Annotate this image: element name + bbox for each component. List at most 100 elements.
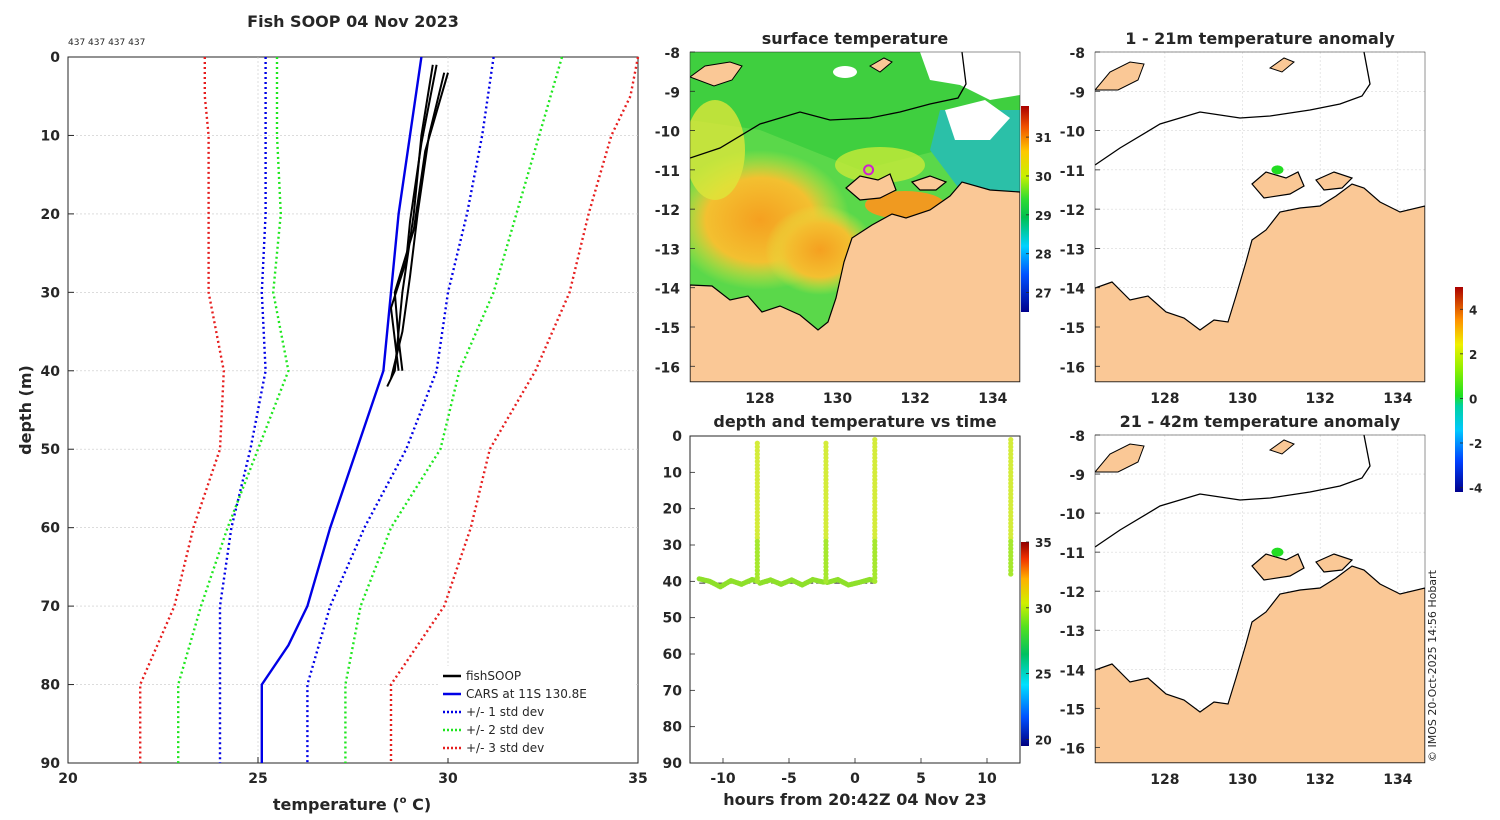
anomaly-colorbar-ticks: -4 -2 0 2 4 [1460,303,1482,496]
time-point [1008,484,1014,490]
time-point [823,575,829,581]
time-point [754,466,760,472]
map-y-tick-label: -12 [655,203,680,219]
anomaly-colorbar-tick-label: 4 [1469,303,1477,317]
time-point [823,473,829,479]
time-point [872,495,878,501]
time-point [1008,538,1014,544]
time-point [823,549,829,555]
profile-y-tick-label: 60 [41,521,61,537]
a2-land-melville [1251,553,1305,581]
profile-title: Fish SOOP 04 Nov 2023 [247,12,459,31]
time-point [823,462,829,468]
time-point [1008,549,1014,555]
sst-map-panel: 128 130 132 134 -8 -9 -10 -11 -12 -13 -14 -15 -16 su… [655,29,1052,407]
map-y-tick-label: -11 [1060,164,1085,180]
profile-y-tick-label: 40 [41,364,61,380]
time-point [872,516,878,523]
anomaly-colorbar-tick-label: 0 [1469,392,1477,406]
time-point [823,444,829,450]
time-panel: -10 -5 0 5 10 0 10 20 30 40 50 60 70 80 90 depth and t… [663,412,1052,809]
time-point [872,484,878,490]
time-point [754,546,760,552]
time-point [872,531,878,537]
time-colorbar-tick-label: 20 [1035,733,1052,747]
time-y-tick-label: 60 [663,647,683,663]
time-point [754,469,760,475]
sst-land [690,181,1020,382]
time-point [823,484,829,490]
map-y-tick-label: -13 [655,242,680,258]
profile-series-line [306,56,495,763]
time-point [1008,491,1014,497]
time-point [754,560,760,566]
time-point [872,571,878,577]
time-ticks: -10 -5 0 5 10 0 10 20 30 40 50 60 70 80 90 [663,429,997,787]
time-point [872,556,878,563]
time-point [872,553,878,559]
profile-x-label-main: temperature [273,795,387,814]
a1-land-coburg [1315,171,1354,191]
time-point [1008,567,1014,574]
time-point [872,462,878,468]
time-point [823,498,829,504]
a1-land-timor [1095,61,1145,91]
time-point [754,455,760,461]
time-point [1008,509,1014,515]
time-point [872,473,878,479]
time-point [1008,502,1014,508]
map-y-tick-label: -9 [1069,468,1085,484]
time-colorbar-ticks: 20 25 30 35 [1026,536,1052,747]
anomaly-colorbar-tick-label: -2 [1469,437,1482,451]
time-point [1008,455,1014,461]
time-point [872,535,878,541]
time-y-tick-label: 70 [663,683,683,699]
sst-cloud-north [920,52,1020,100]
time-point [754,444,760,450]
map-y-tick-label: -10 [655,125,681,141]
time-point [754,498,760,504]
profile-x-label: temperature (o C) [273,795,431,814]
a2-land-coburg [1315,553,1354,573]
profile-axes-box [67,56,639,764]
time-point [1008,462,1014,468]
time-point [1008,498,1014,504]
time-point [872,509,878,515]
legend-label-fishsoop: fishSOOP [466,669,521,683]
time-point [754,502,760,508]
map-y-tick-label: -8 [664,46,680,62]
time-point [754,451,760,457]
anomaly-1-ticks: 128 130 132 134 -8 -9 -10 -11 -12 -13 -14 -15 -16 [1060,46,1413,407]
sst-field-yellow-2 [835,147,925,183]
a1-land-melville [1251,171,1305,199]
time-point [1008,487,1014,494]
map-y-tick-label: -15 [1060,702,1085,718]
sst-shelf-contour [690,52,967,159]
sst-land-melville [845,173,897,201]
time-point [754,487,760,494]
anomaly-1-map [1095,52,1425,382]
map-x-tick-label: 130 [823,391,852,407]
a2-title: 21 - 42m temperature anomaly [1120,412,1401,431]
profile-x-tick-label: 25 [248,771,267,787]
time-point [754,538,760,544]
time-x-tick-label: -10 [710,771,736,787]
sst-colorbar-tick-label: 27 [1035,287,1052,301]
profile-y-label: depth (m) [16,365,35,455]
time-point [823,440,829,446]
time-point [872,506,878,512]
time-point [823,564,829,570]
time-point [872,538,878,544]
time-point [823,469,829,475]
profile-annotation: 437 437 437 437 [68,38,145,48]
anomaly-1-point [1271,165,1284,175]
time-point [754,524,760,530]
profile-legend: fishSOOP CARS at 11S 130.8E +/- 1 std de… [438,666,634,758]
time-point [754,477,760,483]
time-point [823,538,829,544]
time-point [1008,513,1014,519]
sst-colorbar-tick-label: 29 [1035,209,1052,223]
sst-map-image [690,52,1020,382]
map-y-tick-label: -14 [1060,282,1086,298]
